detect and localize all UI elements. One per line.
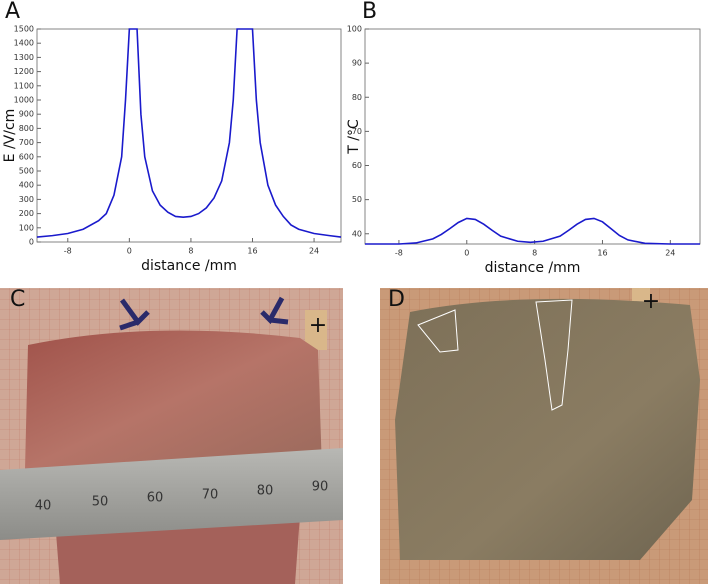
y-tick-label: 1000 xyxy=(14,96,34,105)
y-tick-label: 300 xyxy=(19,195,34,204)
x-tick-label: 16 xyxy=(247,247,257,256)
plot-frame xyxy=(36,28,342,243)
x-tick-label: 24 xyxy=(665,249,675,258)
x-tick-label: 24 xyxy=(309,247,319,256)
y-tick-label: 1300 xyxy=(14,53,34,62)
x-tick-label: 16 xyxy=(597,249,607,258)
arrow xyxy=(260,296,289,325)
y-tick-label: 70 xyxy=(352,127,362,136)
y-tick-label: 200 xyxy=(19,209,34,218)
x-tick-label: -8 xyxy=(64,247,72,256)
x-tick-label: 8 xyxy=(532,249,537,258)
y-tick-label: 0 xyxy=(29,238,34,247)
y-tick-label: 900 xyxy=(19,110,34,119)
y-tick-label: 1400 xyxy=(14,39,34,48)
y-tick-label: 60 xyxy=(352,161,362,170)
x-tick-label: 0 xyxy=(127,247,132,256)
x-axis-label: distance /mm xyxy=(485,260,581,276)
ruler xyxy=(0,448,343,540)
y-tick-label: 90 xyxy=(352,59,362,68)
electrode-tag xyxy=(305,310,327,350)
ruler-label: 90 xyxy=(312,480,329,495)
y-tick-label: 80 xyxy=(352,93,362,102)
x-tick-label: -8 xyxy=(395,249,403,258)
ruler-label: 80 xyxy=(257,484,274,499)
y-tick-label: 50 xyxy=(352,195,362,204)
y-tick-label: 1200 xyxy=(14,67,34,76)
y-tick-label: 800 xyxy=(19,124,34,133)
photo-d: D + xyxy=(380,287,708,584)
x-axis-label: distance /mm xyxy=(141,258,237,274)
arrow xyxy=(119,298,150,331)
plot-frame xyxy=(364,28,701,245)
y-tick-label: 1100 xyxy=(14,81,34,90)
tissue xyxy=(25,330,322,470)
y-axis-label: T /°C xyxy=(346,119,362,155)
data-line xyxy=(36,28,342,238)
outline xyxy=(417,309,459,353)
tissue xyxy=(395,298,700,560)
data-line xyxy=(365,217,700,245)
y-tick-label: 600 xyxy=(19,152,34,161)
ruler-labels: 40 50 60 70 80 90 xyxy=(35,480,329,514)
y-axis-label: E /V/cm xyxy=(2,109,18,163)
ruler-label: 40 xyxy=(35,499,52,514)
panel-label: D xyxy=(388,287,405,312)
y-tick-label: 1500 xyxy=(14,25,34,34)
y-tick-label: 500 xyxy=(19,167,34,176)
outline xyxy=(535,299,573,411)
panel-label: C xyxy=(10,287,25,312)
y-tick-label: 40 xyxy=(352,229,362,238)
marker: + xyxy=(309,313,327,338)
y-tick-label: 100 xyxy=(347,25,362,34)
y-tick-label: 700 xyxy=(19,138,34,147)
x-tick-label: 8 xyxy=(188,247,193,256)
panel-label: A xyxy=(5,0,20,24)
marker: + xyxy=(642,289,660,314)
ruler-label: 50 xyxy=(92,495,109,510)
y-tick-label: 100 xyxy=(19,223,34,232)
x-tick-label: 0 xyxy=(464,249,469,258)
ruler-label: 70 xyxy=(202,488,219,503)
photo-c: C + 40 50 60 70 80 90 xyxy=(0,287,343,584)
y-tick-label: 400 xyxy=(19,181,34,190)
ruler-label: 60 xyxy=(147,491,164,506)
panel-label: B xyxy=(362,0,377,24)
